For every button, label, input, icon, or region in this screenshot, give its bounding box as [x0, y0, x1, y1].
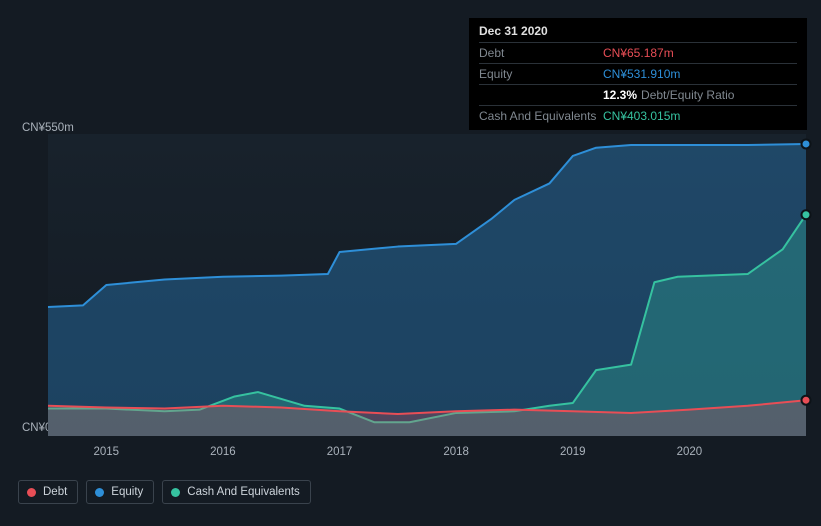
tooltip-label-cash: Cash And Equivalents — [479, 109, 603, 123]
legend-dot-cash-icon — [171, 488, 180, 497]
x-axis-labels: 2015 2016 2017 2018 2019 2020 — [48, 446, 806, 466]
x-axis-label: 2017 — [327, 446, 353, 458]
tooltip-panel: Dec 31 2020 Debt CN¥65.187m Equity CN¥53… — [469, 18, 807, 130]
x-axis-label: 2019 — [560, 446, 586, 458]
legend-label-equity: Equity — [111, 486, 143, 498]
tooltip-value-equity: CN¥531.910m — [603, 67, 680, 81]
tooltip-row-equity: Equity CN¥531.910m — [479, 63, 797, 84]
x-axis-label: 2016 — [210, 446, 236, 458]
legend-item-cash[interactable]: Cash And Equivalents — [162, 480, 311, 504]
legend-dot-debt-icon — [27, 488, 36, 497]
legend-label-debt: Debt — [43, 486, 67, 498]
tooltip-date: Dec 31 2020 — [479, 24, 797, 42]
tooltip-row-debt: Debt CN¥65.187m — [479, 42, 797, 63]
y-axis-label-top: CN¥550m — [22, 122, 74, 134]
legend-item-equity[interactable]: Equity — [86, 480, 154, 504]
legend-dot-equity-icon — [95, 488, 104, 497]
tooltip-label-debt: Debt — [479, 46, 603, 60]
plot-svg — [48, 134, 806, 436]
tooltip-value-cash: CN¥403.015m — [603, 109, 680, 123]
plot-region[interactable] — [48, 134, 806, 436]
y-axis-label-bottom: CN¥0 — [22, 422, 51, 434]
tooltip-value-debt: CN¥65.187m — [603, 46, 674, 60]
x-axis-label: 2020 — [677, 446, 703, 458]
tooltip-value-ratio: 12.3% — [603, 88, 637, 102]
legend: Debt Equity Cash And Equivalents — [18, 480, 311, 504]
legend-item-debt[interactable]: Debt — [18, 480, 78, 504]
tooltip-ratio-label: Debt/Equity Ratio — [641, 88, 734, 102]
tooltip-row-ratio: 12.3% Debt/Equity Ratio — [479, 84, 797, 105]
tooltip-label-equity: Equity — [479, 67, 603, 81]
legend-label-cash: Cash And Equivalents — [187, 486, 300, 498]
tooltip-label-ratio — [479, 88, 603, 102]
x-axis-label: 2018 — [443, 446, 469, 458]
x-axis-label: 2015 — [94, 446, 120, 458]
tooltip-row-cash: Cash And Equivalents CN¥403.015m — [479, 105, 797, 126]
